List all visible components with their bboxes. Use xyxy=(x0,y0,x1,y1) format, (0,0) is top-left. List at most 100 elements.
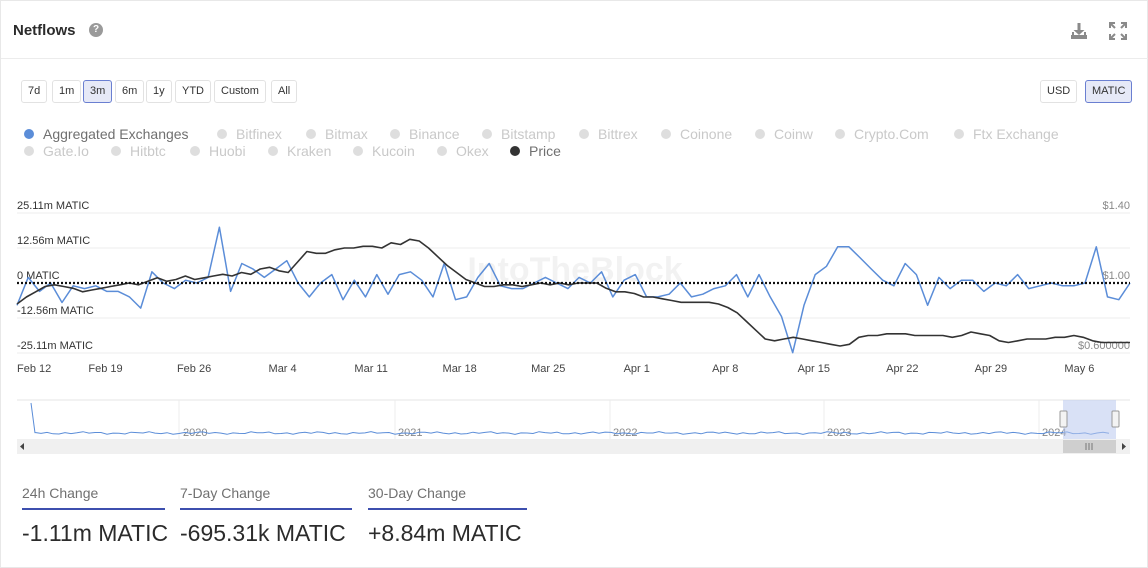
legend-item-coinw[interactable]: Coinw xyxy=(755,126,813,142)
y-axis-left: 25.11m MATIC 12.56m MATIC 0 MATIC -12.56m M… xyxy=(17,200,94,352)
legend-dot xyxy=(482,129,492,139)
range-ytd-button[interactable]: YTD xyxy=(175,80,211,103)
x-tick-label: Mar 18 xyxy=(443,363,477,375)
legend-dot xyxy=(268,146,278,156)
stat-value: -1.11m MATIC xyxy=(22,520,169,546)
scrollbar-grip-icon xyxy=(1085,443,1093,450)
legend-dot xyxy=(24,146,34,156)
legend-item-gate-io[interactable]: Gate.Io xyxy=(24,143,89,159)
stat-24h-change: 24h Change -1.11m MATIC xyxy=(22,485,168,547)
legend-dot xyxy=(24,129,34,139)
legend-label: Coinone xyxy=(680,126,733,142)
card-header: Netflows ? xyxy=(1,1,1148,59)
legend-label: Bitstamp xyxy=(501,126,556,142)
legend-item-aggregated-exchanges[interactable]: Aggregated Exchanges xyxy=(24,126,189,142)
legend-item-hitbtc[interactable]: Hitbtc xyxy=(111,143,166,159)
y-tick-label-right: $1.40 xyxy=(1102,200,1130,212)
legend-label: Hitbtc xyxy=(130,143,166,159)
x-tick-label: Mar 11 xyxy=(354,363,387,375)
legend-item-bitmax[interactable]: Bitmax xyxy=(306,126,368,142)
navigator-year-labels: 2020 2021 2022 2023 2024 xyxy=(183,427,1066,439)
unit-matic-button[interactable]: MATIC xyxy=(1085,80,1133,103)
legend-dot xyxy=(190,146,200,156)
unit-usd-button[interactable]: USD xyxy=(1040,80,1078,103)
stat-label: 24h Change xyxy=(22,485,165,510)
stat-30day-change: 30-Day Change +8.84m MATIC xyxy=(368,485,527,547)
legend-dot xyxy=(755,129,765,139)
x-tick-label: Apr 15 xyxy=(798,363,830,375)
legend-label: Huobi xyxy=(209,143,246,159)
navigator-selection[interactable] xyxy=(1063,400,1116,440)
scroll-left-arrow-icon[interactable] xyxy=(20,443,24,450)
legend-label: Price xyxy=(529,143,561,159)
navigator-left-handle[interactable] xyxy=(1059,410,1068,428)
legend-dot xyxy=(579,129,589,139)
legend-dot xyxy=(217,129,227,139)
expand-icon[interactable] xyxy=(1109,22,1127,40)
stat-7day-change: 7-Day Change -695.31k MATIC xyxy=(180,485,352,547)
range-1m-button[interactable]: 1m xyxy=(52,80,82,103)
x-tick-label: Feb 12 xyxy=(17,363,51,375)
y-tick-label-left: -25.11m MATIC xyxy=(17,340,93,352)
legend-item-ftx-exchange[interactable]: Ftx Exchange xyxy=(954,126,1059,142)
legend-label: Bittrex xyxy=(598,126,638,142)
range-navigator[interactable]: 2020 2021 2022 2023 2024 xyxy=(1,397,1148,457)
range-all-button[interactable]: All xyxy=(271,80,298,103)
x-axis: Feb 12 Feb 19 Feb 26 Mar 4 Mar 11 Mar 18 Mar 2… xyxy=(17,363,1094,375)
x-tick-label: Apr 1 xyxy=(624,363,650,375)
x-tick-label: Apr 29 xyxy=(975,363,1007,375)
range-3m-button[interactable]: 3m xyxy=(83,80,113,103)
legend-item-huobi[interactable]: Huobi xyxy=(190,143,246,159)
navigator-series-line xyxy=(30,402,1110,435)
range-6m-button[interactable]: 6m xyxy=(115,80,145,103)
x-tick-label: May 6 xyxy=(1064,363,1094,375)
question-circle-icon[interactable]: ? xyxy=(89,23,103,37)
legend-item-price[interactable]: Price xyxy=(510,143,561,159)
range-7d-button[interactable]: 7d xyxy=(21,80,48,103)
legend-item-kucoin[interactable]: Kucoin xyxy=(353,143,415,159)
legend-item-okex[interactable]: Okex xyxy=(437,143,489,159)
chart-series xyxy=(16,226,1131,354)
chart-title: Netflows xyxy=(13,22,76,39)
legend-item-kraken[interactable]: Kraken xyxy=(268,143,331,159)
download-icon[interactable] xyxy=(1070,22,1088,40)
range-1y-button[interactable]: 1y xyxy=(146,80,172,103)
legend-item-bittrex[interactable]: Bittrex xyxy=(579,126,638,142)
navigator-scrollbar-track[interactable] xyxy=(17,439,1130,454)
legend-item-crypto-com[interactable]: Crypto.Com xyxy=(835,126,929,142)
legend-dot xyxy=(353,146,363,156)
legend-label: Coinw xyxy=(774,126,813,142)
scroll-right-arrow-icon[interactable] xyxy=(1122,443,1126,450)
legend-label: Aggregated Exchanges xyxy=(43,126,189,142)
y-axis-right: $1.40$1.00$0.600000 xyxy=(1078,200,1130,352)
legend-item-coinone[interactable]: Coinone xyxy=(661,126,732,142)
legend-label: Kucoin xyxy=(372,143,415,159)
legend-dot xyxy=(390,129,400,139)
legend-label: Okex xyxy=(456,143,489,159)
legend-dot xyxy=(835,129,845,139)
legend-label: Gate.Io xyxy=(43,143,89,159)
legend-dot xyxy=(954,129,964,139)
x-tick-label: Feb 26 xyxy=(177,363,211,375)
y-tick-label-right: $1.00 xyxy=(1102,270,1130,282)
legend-label: Bitfinex xyxy=(236,126,282,142)
y-tick-label-left: -12.56m MATIC xyxy=(17,305,94,317)
legend-dot xyxy=(111,146,121,156)
navigator-right-handle[interactable] xyxy=(1111,410,1120,428)
range-custom-button[interactable]: Custom xyxy=(214,80,266,103)
stat-label: 30-Day Change xyxy=(368,485,527,510)
legend-dot xyxy=(306,129,316,139)
legend-label: Binance xyxy=(409,126,460,142)
stat-value: -695.31k MATIC xyxy=(180,520,346,546)
legend-item-binance[interactable]: Binance xyxy=(390,126,460,142)
y-tick-label-left: 12.56m MATIC xyxy=(17,235,90,247)
legend-item-bitstamp[interactable]: Bitstamp xyxy=(482,126,555,142)
x-tick-label: Feb 19 xyxy=(88,363,122,375)
legend-label: Crypto.Com xyxy=(854,126,929,142)
y-tick-label-left: 25.11m MATIC xyxy=(17,200,89,212)
legend-label: Kraken xyxy=(287,143,332,159)
y-tick-label-left: 0 MATIC xyxy=(17,270,60,282)
legend-item-bitfinex[interactable]: Bitfinex xyxy=(217,126,282,142)
